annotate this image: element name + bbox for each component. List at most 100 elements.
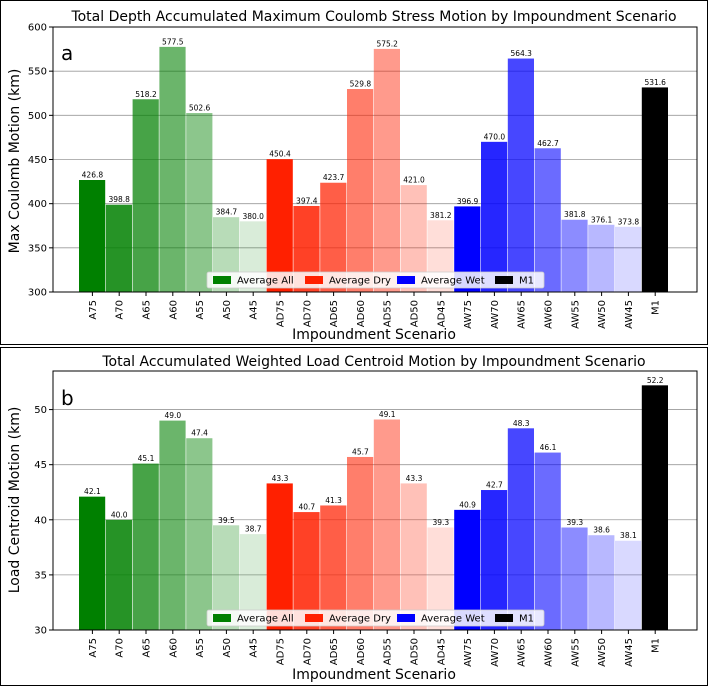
panel-a-value-label-ad60: 529.8 [350, 80, 372, 89]
panel-a-legend-label-average-dry: Average Dry [329, 276, 391, 287]
panel-a-x-tick-label-a45: A45 [249, 300, 260, 320]
panel-b-x-tick-label-a55: A55 [195, 638, 206, 658]
panel-a-y-tick-label: 300 [28, 288, 47, 299]
panel-b-legend-label-average-wet: Average Wet [421, 614, 485, 625]
panel-a-value-label-ad45: 381.2 [430, 211, 452, 220]
panel-a-x-tick-label-a65: A65 [142, 300, 153, 320]
panel-a-x-ticks: A75 A70 A65 A60 A55 A50 A45 AD75 AD70 AD65 AD60 AD5… [88, 292, 662, 329]
panel-b-value-label-aw65: 48.3 [513, 419, 530, 428]
panel-b-legend-label-average-dry: Average Dry [329, 614, 391, 625]
panel-a-value-label-ad75: 450.4 [269, 150, 291, 159]
panel-b-value-label-ad65: 41.3 [325, 496, 342, 505]
panel-b-bar-ad65 [320, 505, 347, 630]
panel-a-bar-ad55 [373, 48, 400, 293]
panel-b-bar-aw65 [507, 428, 534, 630]
panel-b-x-tick-label-ad50: AD50 [410, 638, 421, 665]
panel-b-bar-ad55 [373, 419, 400, 630]
panel-a: Total Depth Accumulated Maximum Coulomb … [0, 0, 708, 345]
panel-a-legend-label-average-wet: Average Wet [421, 276, 485, 287]
panel-b-value-label-ad60: 45.7 [352, 447, 369, 456]
panel-a-legend-swatch-m1 [495, 276, 513, 284]
panel-a-x-tick-label-ad65: AD65 [329, 300, 340, 327]
panel-b-label: b [61, 386, 74, 410]
panel-a-value-label-aw55: 381.8 [564, 210, 586, 219]
panel-a-ylabel: Max Coulomb Motion (km) [7, 69, 23, 254]
panel-b-x-tick-label-aw75: AW75 [463, 638, 474, 667]
panel-b-x-tick-label-aw70: AW70 [490, 638, 501, 667]
panel-a-y-tick-label: 450 [28, 155, 47, 166]
panel-a-value-label-a70: 398.8 [108, 195, 130, 204]
panel-a-legend-label-m1: M1 [519, 276, 534, 287]
panel-b-x-tick-label-ad70: AD70 [302, 638, 313, 665]
panel-b-x-tick-label-aw60: AW60 [544, 638, 555, 667]
panel-a-legend: Average All Average Dry Average Wet M1 [206, 271, 545, 289]
panel-b-bar-ad75 [266, 483, 293, 630]
panel-a-x-tick-label-aw75: AW75 [463, 300, 474, 329]
panel-a-bar-a55 [186, 113, 213, 292]
panel-b-bar-aw60 [534, 452, 561, 630]
panel-b-value-label-ad45: 39.3 [432, 518, 449, 527]
panel-a-value-label-aw65: 564.3 [510, 49, 532, 58]
panel-a-value-label-aw70: 470.0 [484, 132, 506, 141]
panel-a-bar-ad60 [347, 89, 374, 292]
panel-b-legend-swatch-average-dry [305, 614, 323, 622]
panel-a-x-tick-label-m1: M1 [651, 300, 662, 315]
panel-a-x-tick-label-a50: A50 [222, 300, 233, 320]
panel-a-x-tick-label-aw55: AW55 [570, 300, 581, 329]
panel-a-y-tick-label: 350 [28, 243, 47, 254]
panel-b-value-labels: 42.1 40.0 45.1 49.0 47.4 39.5 38.7 43.3 40.7 41.3… [84, 376, 664, 540]
panel-a-value-label-aw75: 396.9 [457, 197, 479, 206]
panel-a-x-tick-label-aw50: AW50 [597, 300, 608, 329]
panel-a-x-tick-label-ad55: AD55 [383, 300, 394, 327]
panel-a-x-tick-label-ad45: AD45 [436, 300, 447, 327]
panel-a-value-label-a45: 380.0 [242, 212, 264, 221]
panel-b-value-label-aw55: 39.3 [566, 518, 583, 527]
panel-a-bar-aw45 [615, 226, 642, 292]
panel-a-bar-aw65 [507, 58, 534, 292]
panel-b-legend-swatch-m1 [495, 614, 513, 622]
panel-b-value-label-m1: 52.2 [647, 376, 664, 385]
panel-a-label: a [61, 41, 73, 65]
panel-a-value-label-aw50: 376.1 [591, 215, 613, 224]
panel-b-x-tick-label-a45: A45 [249, 638, 260, 658]
panel-b-value-label-a55: 47.4 [191, 429, 208, 438]
panel-a-x-tick-label-aw60: AW60 [544, 300, 555, 329]
panel-a-bar-a60 [159, 46, 186, 292]
panel-a-y-tick-label: 500 [28, 111, 47, 122]
panel-b-x-tick-label-ad65: AD65 [329, 638, 340, 665]
panel-b-xlabel: Impoundment Scenario [292, 667, 456, 683]
panel-b-bar-a65 [132, 463, 159, 630]
panel-a-bars [79, 46, 668, 293]
panel-a-y-tick-label: 400 [28, 199, 47, 210]
panel-b-bar-m1 [641, 385, 668, 630]
panel-a-value-label-m1: 531.6 [644, 78, 666, 87]
panel-a-x-tick-label-aw65: AW65 [517, 300, 528, 329]
panel-b-value-label-a45: 38.7 [245, 525, 262, 534]
panel-a-bar-ad75 [266, 159, 293, 292]
panel-a-value-label-ad55: 575.2 [376, 39, 398, 48]
panel-a-value-labels: 426.8 398.8 518.2 577.5 502.6 384.7 380.0 450.4… [82, 37, 666, 226]
panel-b-title: Total Accumulated Weighted Load Centroid… [101, 354, 645, 370]
panel-a-x-tick-label-a70: A70 [115, 300, 126, 320]
panel-b-x-tick-label-a75: A75 [88, 638, 99, 658]
panel-a-x-tick-label-aw70: AW70 [490, 300, 501, 329]
panel-b-bar-a55 [186, 438, 213, 630]
panel-a-x-tick-label-ad75: AD75 [276, 300, 287, 327]
panel-b-bar-ad60 [347, 456, 374, 630]
panel-a-x-tick-label-a75: A75 [88, 300, 99, 320]
panel-a-bar-aw60 [534, 148, 561, 292]
panel-b-value-label-ad50: 43.3 [406, 474, 423, 483]
panel-a-legend-swatch-average-wet [397, 276, 415, 284]
panel-b-value-label-a65: 45.1 [138, 454, 155, 463]
panel-b-legend-swatch-average-wet [397, 614, 415, 622]
panel-b-y-tick-label: 45 [34, 460, 47, 471]
panel-a-y-ticks: 300 350 400 450 500 550 600 [28, 23, 53, 299]
panel-a-plot-area [52, 26, 698, 293]
panel-b-x-ticks: A75 A70 A65 A60 A55 A50 A45 AD75 AD70 AD65 AD60 AD5… [88, 630, 662, 667]
panel-b-x-tick-label-aw65: AW65 [517, 638, 528, 667]
panel-b-x-tick-label-m1: M1 [651, 638, 662, 653]
panel-b-value-label-ad75: 43.3 [272, 474, 289, 483]
panel-b-x-tick-label-ad60: AD60 [356, 638, 367, 665]
panel-b-bars [79, 385, 668, 630]
